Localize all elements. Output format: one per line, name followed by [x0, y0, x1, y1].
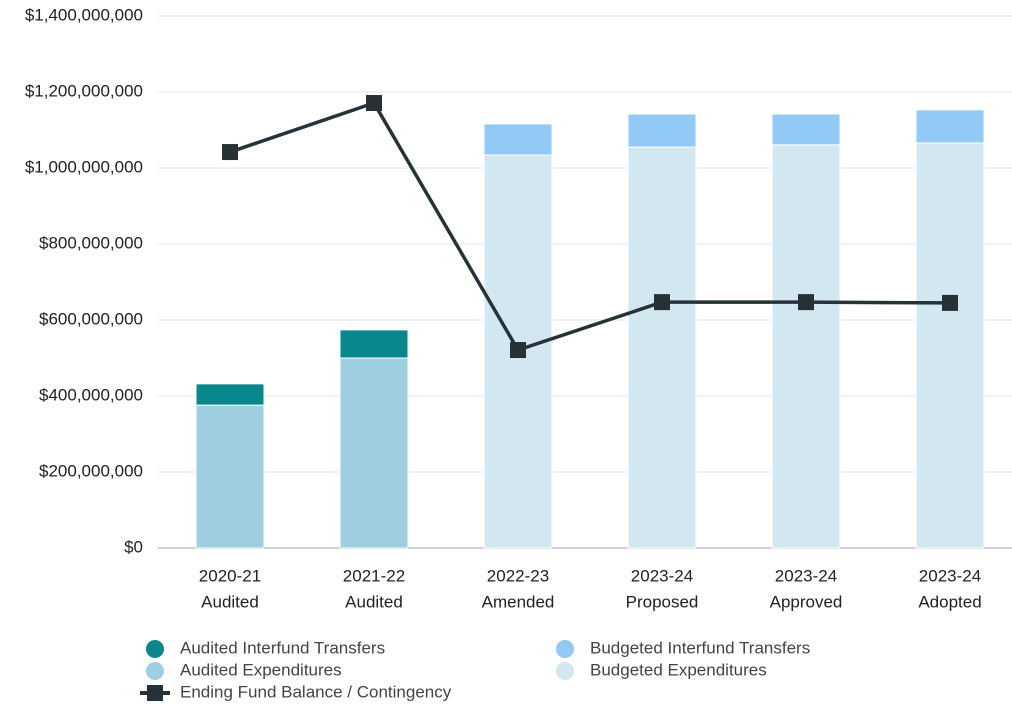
x-tick-label: Proposed [626, 592, 699, 611]
bar [771, 113, 841, 146]
y-tick-label: $1,400,000,000 [25, 5, 143, 24]
bar [915, 142, 985, 549]
point [222, 144, 238, 161]
point [942, 294, 958, 311]
x-tick-label: 2023-24 [775, 566, 837, 585]
bar [915, 109, 985, 144]
x-tick-label: Adopted [918, 592, 981, 611]
x-tick-label: Audited [201, 592, 259, 611]
x-tick-label: 2021-22 [343, 566, 405, 585]
bar [627, 113, 697, 148]
x-tick-label: 2023-24 [631, 566, 693, 585]
legend-label: Ending Fund Balance / Contingency [180, 682, 452, 701]
legend-label: Budgeted Expenditures [590, 660, 767, 679]
y-tick-label: $1,200,000,000 [25, 81, 143, 100]
point [366, 95, 382, 112]
legend-label: Budgeted Interfund Transfers [590, 638, 810, 657]
x-tick-label: 2022-23 [487, 566, 549, 585]
legend-symbol [556, 662, 574, 680]
bar [195, 383, 265, 406]
bar [483, 123, 553, 156]
legend-label: Audited Interfund Transfers [180, 638, 385, 657]
y-tick-label: $200,000,000 [39, 461, 143, 480]
legend-symbol [147, 685, 163, 701]
legend-symbol [556, 640, 574, 658]
x-tick-label: 2023-24 [919, 566, 981, 585]
bar [771, 144, 841, 549]
point [510, 342, 526, 359]
x-tick-label: 2020-21 [199, 566, 261, 585]
bar [339, 357, 409, 549]
y-tick-label: $800,000,000 [39, 233, 143, 252]
legend-label: Audited Expenditures [180, 660, 342, 679]
bar [339, 329, 409, 359]
point [654, 294, 670, 311]
y-tick-label: $400,000,000 [39, 385, 143, 404]
x-tick-label: Audited [345, 592, 403, 611]
bar [627, 146, 697, 549]
y-tick-label: $0 [124, 537, 143, 556]
y-tick-label: $600,000,000 [39, 309, 143, 328]
point [798, 294, 814, 311]
legend-symbol [146, 640, 164, 658]
x-tick-label: Approved [770, 592, 843, 611]
legend: Audited Interfund Transfers Audited Expen… [140, 638, 810, 701]
y-tick-label: $1,000,000,000 [25, 157, 143, 176]
x-tick-label: Amended [482, 592, 555, 611]
bar [195, 404, 265, 549]
legend-symbol [146, 662, 164, 680]
line [229, 100, 951, 353]
